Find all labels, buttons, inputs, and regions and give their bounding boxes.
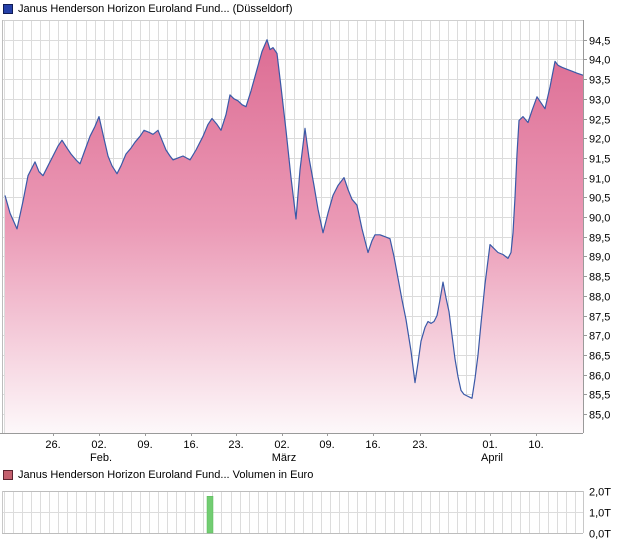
y-axis-label: 90,0 <box>589 213 610 225</box>
price-series-legend-swatch <box>3 4 13 14</box>
price-chart-plot-area[interactable] <box>2 20 583 433</box>
y-axis-label: 92,0 <box>589 134 610 146</box>
x-axis-month-label: Feb. <box>90 452 112 464</box>
y-axis-label: 85,5 <box>589 390 610 402</box>
volume-y-axis-label: 1,0T <box>589 508 611 520</box>
y-axis-label: 85,0 <box>589 410 610 422</box>
x-axis-label: 16. <box>183 439 198 451</box>
y-axis-label: 87,5 <box>589 312 610 324</box>
x-axis-label: 02. <box>91 439 106 451</box>
volume-y-axis-label: 2,0T <box>589 487 611 499</box>
volume-y-axis-label: 0,0T <box>589 529 611 541</box>
price-series-legend: Janus Henderson Horizon Euroland Fund...… <box>3 3 293 15</box>
price-line <box>4 39 584 399</box>
volume-series-legend-label: Janus Henderson Horizon Euroland Fund...… <box>18 469 314 481</box>
y-axis-label: 92,5 <box>589 115 610 127</box>
y-axis-label: 90,5 <box>589 193 610 205</box>
y-axis-label: 86,0 <box>589 371 610 383</box>
x-axis-label: 01. <box>482 439 497 451</box>
y-axis-label: 88,0 <box>589 292 610 304</box>
x-axis-label: 09. <box>137 439 152 451</box>
price-y-axis: 94,5 94,0 93,5 93,0 92,5 92,0 91,5 91,0 90,5 90,0… <box>583 36 610 422</box>
x-axis-month-label: März <box>272 452 296 464</box>
volume-chart-plot-area[interactable] <box>2 491 583 533</box>
x-axis-label: 23. <box>228 439 243 451</box>
volume-bar <box>206 496 214 534</box>
volume-y-axis: 2,0T 1,0T 0,0T <box>2 487 611 541</box>
volume-series-legend: Janus Henderson Horizon Euroland Fund...… <box>3 469 313 481</box>
price-area-fill <box>5 39 583 433</box>
y-axis-label: 93,0 <box>589 95 610 107</box>
y-axis-label: 91,5 <box>589 154 610 166</box>
y-axis-label: 86,5 <box>589 351 610 363</box>
x-axis-label: 10. <box>528 439 543 451</box>
y-axis-label: 87,0 <box>589 331 610 343</box>
y-axis-label: 88,5 <box>589 272 610 284</box>
y-axis-label: 91,0 <box>589 174 610 186</box>
x-axis-label: 09. <box>319 439 334 451</box>
x-axis-label: 02. <box>274 439 289 451</box>
price-plot-borders <box>0 20 584 434</box>
y-axis-label: 89,5 <box>589 233 610 245</box>
y-axis-label: 94,5 <box>589 36 610 48</box>
x-axis-label: 26. <box>45 439 60 451</box>
x-axis-label: 23. <box>412 439 427 451</box>
y-axis-label: 93,5 <box>589 75 610 87</box>
y-axis-label: 89,0 <box>589 252 610 264</box>
x-axis-month-label: April <box>481 452 503 464</box>
y-axis-label: 94,0 <box>589 55 610 67</box>
x-axis-label: 16. <box>365 439 380 451</box>
volume-series-legend-swatch <box>3 470 13 480</box>
price-series-legend-label: Janus Henderson Horizon Euroland Fund...… <box>18 3 293 15</box>
